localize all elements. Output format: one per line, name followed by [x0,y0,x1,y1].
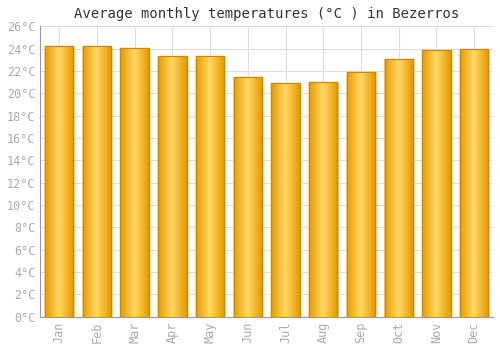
Bar [83,47,111,317]
Bar [272,83,299,317]
Bar [460,49,488,317]
Bar [234,77,262,317]
Title: Average monthly temperatures (°C ) in Bezerros: Average monthly temperatures (°C ) in Be… [74,7,460,21]
Bar [347,72,375,317]
Bar [120,48,149,317]
Bar [45,47,74,317]
Bar [309,82,338,317]
Bar [158,56,186,317]
Bar [384,59,413,317]
Bar [196,56,224,317]
Bar [422,50,450,317]
